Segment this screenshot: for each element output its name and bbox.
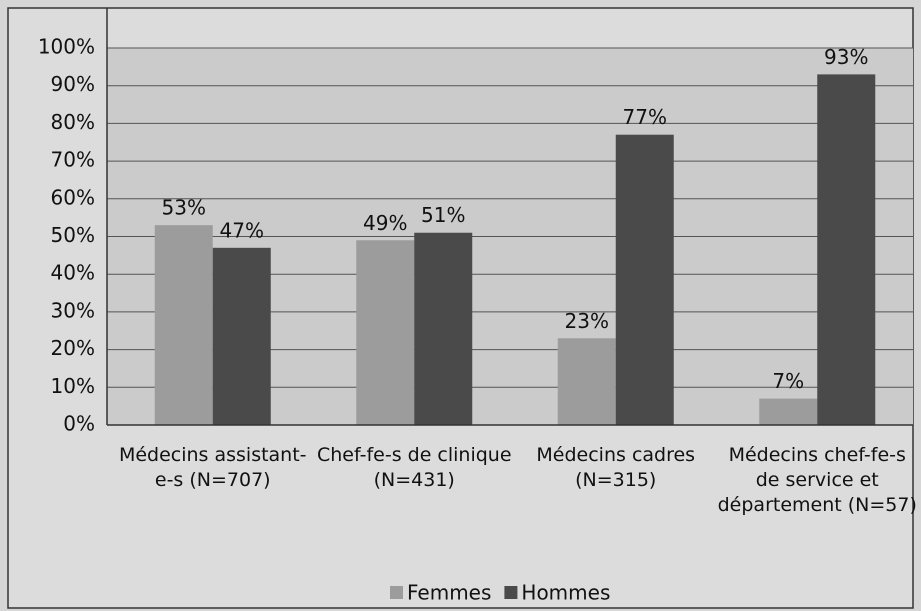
data-label: 47% <box>220 218 264 242</box>
data-label: 49% <box>363 211 407 235</box>
y-tick-label: 20% <box>51 336 95 360</box>
y-tick-label: 70% <box>51 148 95 172</box>
y-tick-label: 60% <box>51 185 95 209</box>
legend-swatch <box>390 586 403 599</box>
y-tick-label: 30% <box>51 298 95 322</box>
y-tick-label: 90% <box>51 72 95 96</box>
data-label: 93% <box>824 45 868 69</box>
data-label: 53% <box>162 196 206 220</box>
bar <box>557 338 616 425</box>
y-tick-label: 10% <box>51 374 95 398</box>
x-tick-label: Médecins cadres (N=315) <box>536 444 696 491</box>
bar <box>154 225 213 425</box>
x-tick-label: Médecins assistant-e-s (N=707) <box>118 444 307 491</box>
x-tick-label: Médecins chef-fe-s de service et départe… <box>717 444 917 516</box>
bar <box>212 247 271 425</box>
data-label: 7% <box>772 369 804 393</box>
bar <box>414 232 473 425</box>
legend-label: Femmes <box>407 581 491 605</box>
data-label: 77% <box>623 105 667 129</box>
x-tick-label-box: Chef-fe-s de clinique (N=431) <box>316 444 512 491</box>
data-label: 23% <box>565 309 609 333</box>
y-tick-label: 100% <box>38 35 95 59</box>
y-tick-label: 40% <box>51 261 95 285</box>
x-tick-label-box: Médecins cadres (N=315) <box>536 444 696 491</box>
bar <box>759 398 818 425</box>
x-tick-label-box: Médecins chef-fe-s de service et départe… <box>717 444 917 516</box>
x-tick-label-box: Médecins assistant-e-s (N=707) <box>118 444 307 491</box>
data-label: 51% <box>421 203 465 227</box>
bar <box>356 240 415 425</box>
x-tick-label: Chef-fe-s de clinique (N=431) <box>316 444 512 491</box>
y-tick-label: 50% <box>51 223 95 247</box>
y-tick-label: 0% <box>63 412 95 436</box>
bar <box>615 134 674 425</box>
legend-swatch <box>504 586 518 599</box>
legend-label: Hommes <box>521 581 610 605</box>
bar <box>817 74 876 425</box>
y-tick-label: 80% <box>51 110 95 134</box>
